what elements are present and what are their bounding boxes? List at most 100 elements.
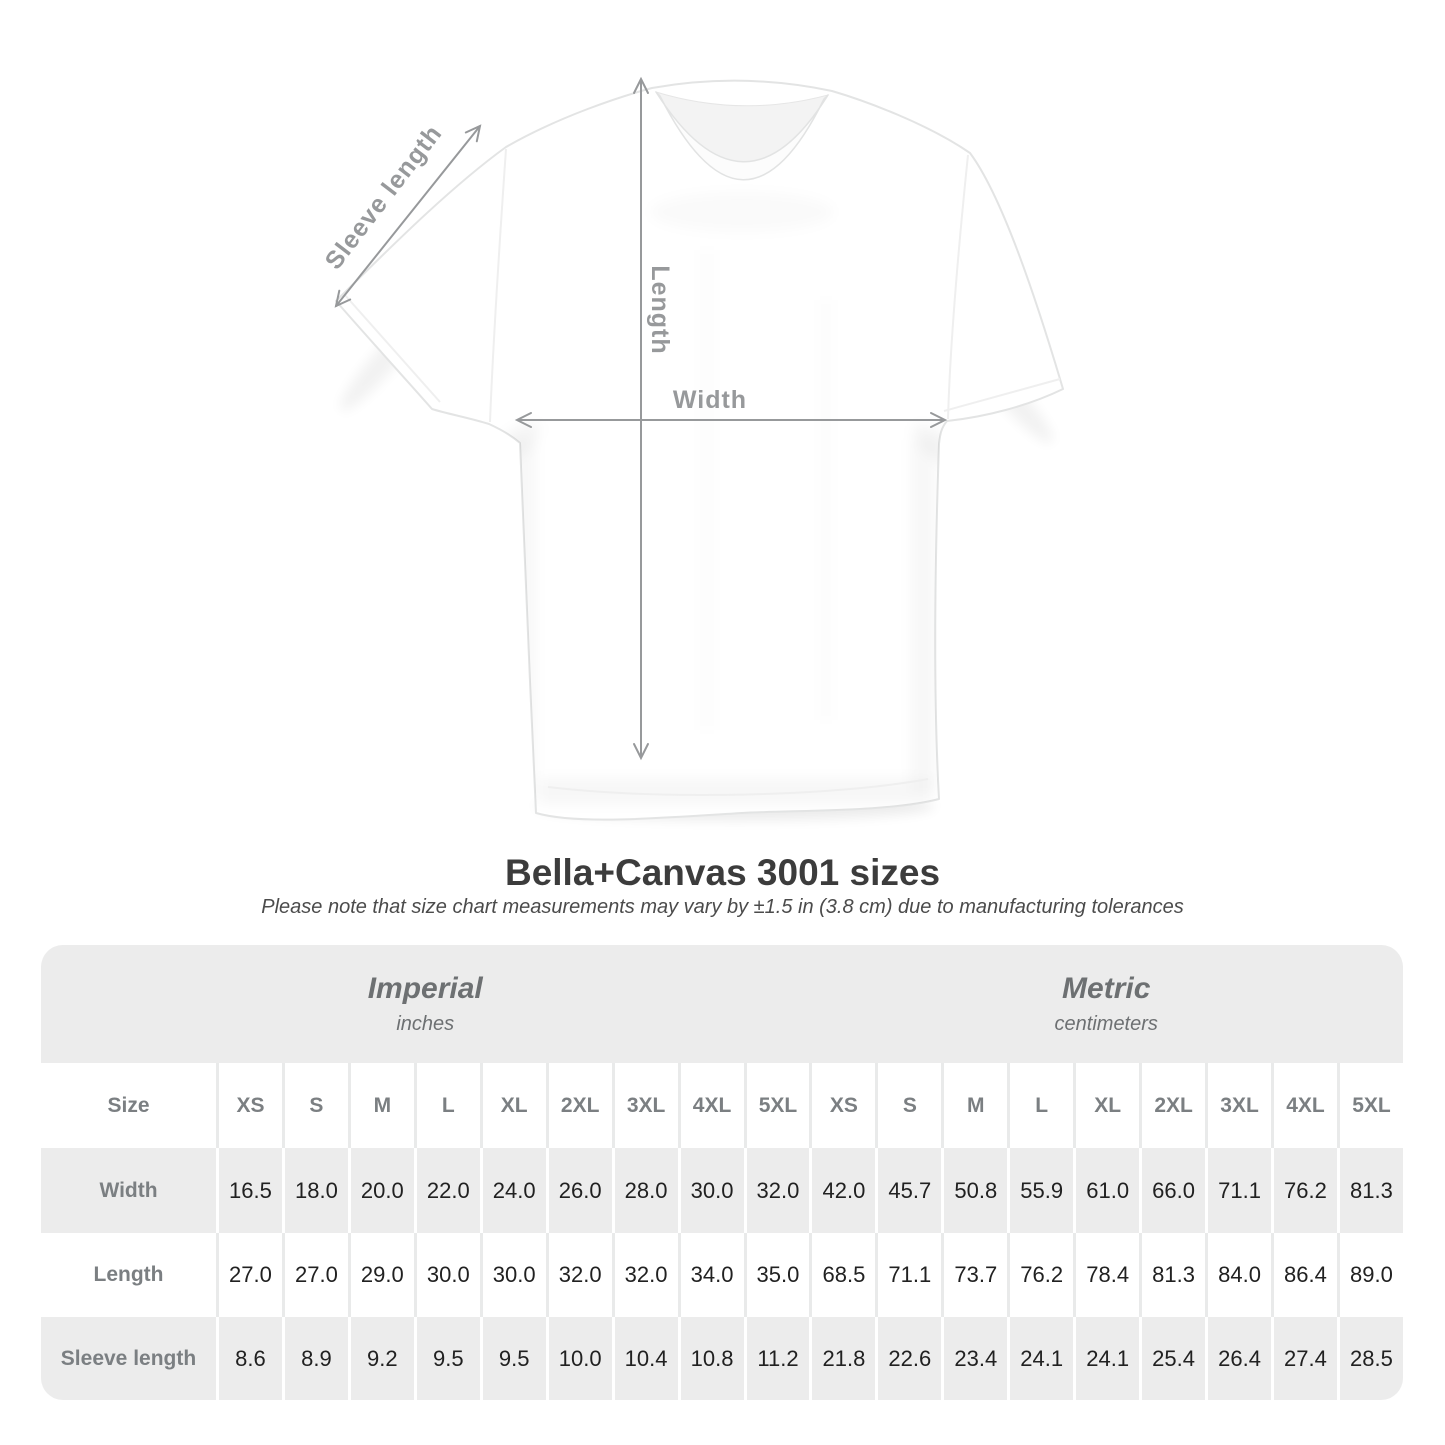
length-imperial-value: 27.0	[216, 1233, 282, 1317]
sleeve-imperial-value: 11.2	[743, 1317, 810, 1400]
width-arrow	[514, 412, 948, 428]
size-header-metric-2xl: 2XL	[1139, 1063, 1206, 1148]
length-imperial-value: 30.0	[413, 1233, 480, 1317]
width-metric-value: 76.2	[1271, 1148, 1337, 1233]
width-imperial-value: 22.0	[413, 1148, 480, 1233]
width-metric-value: 50.8	[941, 1148, 1008, 1233]
sleeve-metric-value: 27.4	[1271, 1317, 1337, 1400]
shirt-seams	[343, 148, 1061, 796]
width-imperial-value: 28.0	[611, 1148, 678, 1233]
width-metric-value: 71.1	[1205, 1148, 1271, 1233]
width-metric-value: 61.0	[1073, 1148, 1140, 1233]
size-header-metric-m: M	[941, 1063, 1008, 1148]
length-metric-value: 73.7	[941, 1233, 1008, 1317]
sleeve-metric-value: 23.4	[941, 1317, 1008, 1400]
length-metric-value: 81.3	[1139, 1233, 1206, 1317]
size-header-imperial-5xl: 5XL	[743, 1063, 810, 1148]
width-imperial-value: 18.0	[281, 1148, 348, 1233]
imperial-group-header: Imperial inches	[41, 945, 810, 1063]
size-header-metric-3xl: 3XL	[1205, 1063, 1271, 1148]
sleeve-metric-value: 24.1	[1073, 1317, 1140, 1400]
length-metric-value: 71.1	[875, 1233, 942, 1317]
sleeve-metric-value: 28.5	[1336, 1317, 1403, 1400]
metric-label: Metric	[1062, 972, 1151, 1005]
size-table: Imperial inches Metric centimeters Size …	[41, 945, 1403, 1400]
width-label: Width	[673, 386, 747, 414]
sleeve-imperial-value: 9.5	[413, 1317, 480, 1400]
width-metric-value: 42.0	[809, 1148, 876, 1233]
width-row: Width 16.5 18.0 20.0 22.0 24.0 26.0 28.0…	[41, 1148, 1403, 1233]
size-header-imperial-l: L	[413, 1063, 480, 1148]
length-imperial-value: 32.0	[611, 1233, 678, 1317]
width-imperial-value: 16.5	[216, 1148, 282, 1233]
width-imperial-value: 20.0	[347, 1148, 414, 1233]
page-title: Bella+Canvas 3001 sizes	[504, 852, 941, 893]
sleeve-imperial-value: 10.8	[677, 1317, 744, 1400]
length-arrow	[633, 76, 649, 761]
sleeve-imperial-value: 8.6	[216, 1317, 282, 1400]
size-header-imperial-s: S	[281, 1063, 348, 1148]
length-imperial-value: 27.0	[281, 1233, 348, 1317]
unit-group-header-row: Imperial inches Metric centimeters	[41, 945, 1403, 1063]
size-header-row: Size XS S M L XL 2XL 3XL 4XL 5XL XS S M …	[41, 1063, 1403, 1148]
length-row-label: Length	[41, 1233, 216, 1317]
length-metric-value: 68.5	[809, 1233, 876, 1317]
width-imperial-value: 32.0	[743, 1148, 810, 1233]
size-header-imperial-m: M	[347, 1063, 414, 1148]
imperial-unit: inches	[396, 1013, 455, 1035]
sleeve-imperial-value: 9.5	[479, 1317, 546, 1400]
sleeve-imperial-value: 9.2	[347, 1317, 414, 1400]
length-metric-value: 86.4	[1271, 1233, 1337, 1317]
sleeve-metric-value: 26.4	[1205, 1317, 1271, 1400]
length-imperial-value: 32.0	[545, 1233, 612, 1317]
size-header-metric-l: L	[1007, 1063, 1074, 1148]
metric-unit: centimeters	[1054, 1013, 1158, 1035]
length-row: Length 27.0 27.0 29.0 30.0 30.0 32.0 32.…	[41, 1233, 1403, 1317]
sleeve-imperial-value: 10.4	[611, 1317, 678, 1400]
size-header-imperial-2xl: 2XL	[545, 1063, 612, 1148]
size-header-metric-xl: XL	[1073, 1063, 1140, 1148]
length-imperial-value: 35.0	[743, 1233, 810, 1317]
length-imperial-value: 29.0	[347, 1233, 414, 1317]
length-label: Length	[646, 265, 674, 354]
tshirt-graphic	[335, 79, 1064, 821]
collar	[654, 91, 830, 181]
size-header-metric-xs: XS	[809, 1063, 876, 1148]
width-metric-value: 66.0	[1139, 1148, 1206, 1233]
imperial-label: Imperial	[367, 972, 483, 1005]
size-header-imperial-3xl: 3XL	[611, 1063, 678, 1148]
width-row-label: Width	[41, 1148, 216, 1233]
size-header-imperial-xl: XL	[479, 1063, 546, 1148]
length-metric-value: 78.4	[1073, 1233, 1140, 1317]
size-header-metric-s: S	[875, 1063, 942, 1148]
length-metric-value: 84.0	[1205, 1233, 1271, 1317]
page-subtitle: Please note that size chart measurements…	[261, 896, 1184, 918]
length-imperial-value: 30.0	[479, 1233, 546, 1317]
metric-group-header: Metric centimeters	[809, 945, 1403, 1063]
width-imperial-value: 30.0	[677, 1148, 744, 1233]
size-column-label: Size	[41, 1063, 216, 1148]
length-imperial-value: 34.0	[677, 1233, 744, 1317]
sleeve-length-row: Sleeve length 8.6 8.9 9.2 9.5 9.5 10.0 1…	[41, 1317, 1403, 1400]
sleeve-imperial-value: 10.0	[545, 1317, 612, 1400]
width-metric-value: 55.9	[1007, 1148, 1074, 1233]
sleeve-metric-value: 24.1	[1007, 1317, 1074, 1400]
size-header-metric-4xl: 4XL	[1271, 1063, 1337, 1148]
tshirt-measurement-diagram: Sleeve length Length Width	[320, 76, 1064, 821]
width-metric-value: 81.3	[1336, 1148, 1403, 1233]
width-imperial-value: 26.0	[545, 1148, 612, 1233]
sleeve-metric-value: 22.6	[875, 1317, 942, 1400]
sleeve-length-arrow	[334, 124, 482, 308]
length-metric-value: 89.0	[1336, 1233, 1403, 1317]
size-header-metric-5xl: 5XL	[1336, 1063, 1403, 1148]
sleeve-length-row-label: Sleeve length	[41, 1317, 216, 1400]
sleeve-metric-value: 21.8	[809, 1317, 876, 1400]
sleeve-imperial-value: 8.9	[281, 1317, 348, 1400]
width-imperial-value: 24.0	[479, 1148, 546, 1233]
width-metric-value: 45.7	[875, 1148, 942, 1233]
size-header-imperial-4xl: 4XL	[677, 1063, 744, 1148]
size-header-imperial-xs: XS	[216, 1063, 282, 1148]
sleeve-metric-value: 25.4	[1139, 1317, 1206, 1400]
length-metric-value: 76.2	[1007, 1233, 1074, 1317]
